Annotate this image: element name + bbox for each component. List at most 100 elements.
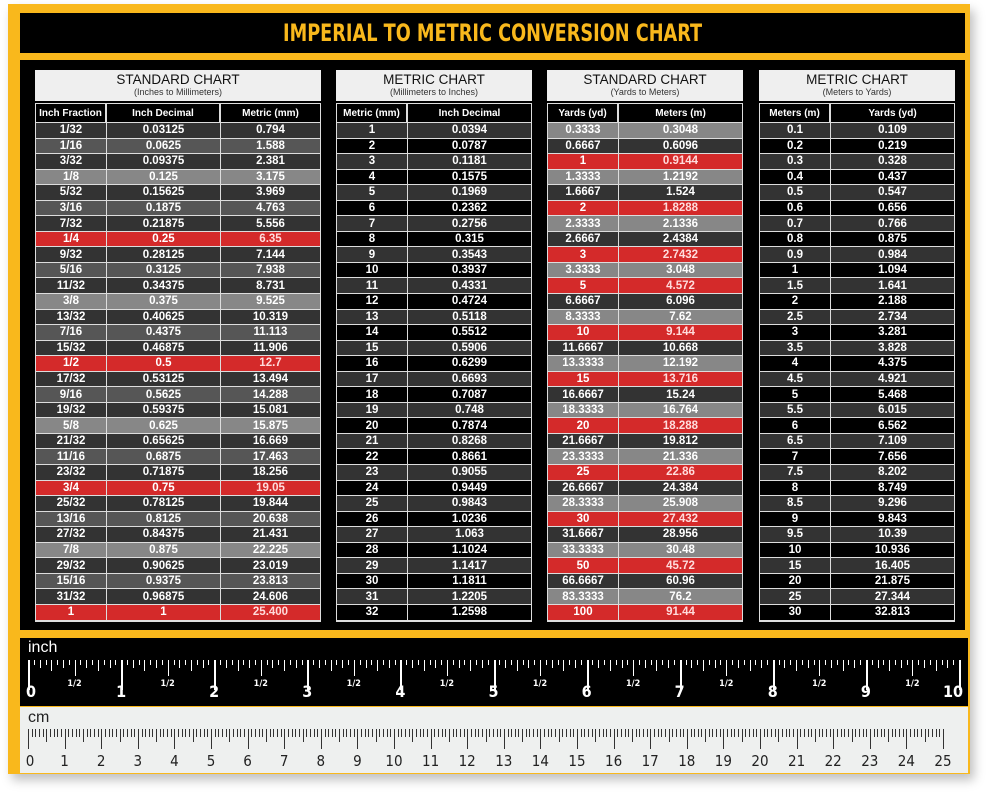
ruler-tick xyxy=(377,660,379,671)
ruler-tick xyxy=(741,729,743,742)
table-row: 27 1.063 xyxy=(337,527,531,543)
ruler-tick xyxy=(463,729,465,737)
ruler-tick xyxy=(844,729,846,737)
ruler-tick xyxy=(500,729,502,737)
table-cell: 0.5625 xyxy=(106,387,220,403)
table-cell: 21.431 xyxy=(220,527,320,543)
ruler-tick xyxy=(551,729,553,737)
ruler-tick xyxy=(492,729,494,737)
ruler-tick xyxy=(134,729,136,737)
ruler-tick xyxy=(233,729,234,737)
cm-number: 23 xyxy=(861,752,879,770)
ruler-tick xyxy=(359,660,361,665)
ruler-tick xyxy=(434,729,436,737)
ruler-tick xyxy=(481,660,483,668)
table-row: 13/16 0.8125 20.638 xyxy=(36,511,320,528)
table-row: 83.3333 76.2 xyxy=(548,589,742,605)
ruler-tick xyxy=(814,729,816,742)
ruler-tick xyxy=(470,660,472,671)
table-cell: 2 xyxy=(760,294,830,310)
table-cell: 2.381 xyxy=(220,154,320,170)
ruler-tick xyxy=(910,729,912,737)
ruler-tick xyxy=(801,660,803,665)
ruler-tick xyxy=(211,729,212,749)
table-row: 0.2 0.219 xyxy=(760,138,954,155)
table-cell: 3.281 xyxy=(830,325,954,341)
table-cell: 9.296 xyxy=(830,496,954,512)
ruler-tick xyxy=(650,729,652,749)
ruler-tick xyxy=(566,729,567,737)
ruler-tick xyxy=(368,729,370,737)
table-cell: 0.7 xyxy=(760,216,830,232)
table-cell: 0.1 xyxy=(760,123,830,139)
ruler-tick xyxy=(86,729,88,737)
table-subtitle: (Millimeters to Inches) xyxy=(389,87,479,97)
ruler-tick xyxy=(505,660,507,668)
ruler-tick xyxy=(196,660,198,665)
ruler-tick xyxy=(372,729,373,737)
table-row: 15 0.5906 xyxy=(337,340,531,357)
ruler-tick xyxy=(174,729,176,749)
ruler-tick xyxy=(156,729,158,742)
table-cell: 5/32 xyxy=(36,185,106,201)
ruler-tick xyxy=(423,660,425,671)
cm-number: 21 xyxy=(788,752,806,770)
ruler-tick xyxy=(416,729,417,737)
ruler-tick xyxy=(459,729,461,737)
table-cell: 9.144 xyxy=(618,325,742,341)
ruler-tick xyxy=(551,660,553,668)
table-row: 30 27.432 xyxy=(548,511,742,528)
table-cell: 83.3333 xyxy=(548,589,618,605)
ruler-tick xyxy=(584,729,586,737)
ruler-tick xyxy=(74,660,76,676)
ruler-tick xyxy=(918,660,920,665)
table-cell: 1/4 xyxy=(36,232,106,248)
table-cell: 7/8 xyxy=(36,543,106,559)
table-cell: 66.6667 xyxy=(548,574,618,590)
ruler-tick xyxy=(586,660,589,690)
cm-number: 12 xyxy=(458,752,476,770)
table-cell: 2.6667 xyxy=(548,232,618,248)
ruler-tick xyxy=(865,660,868,690)
table-row: 2 2.188 xyxy=(760,294,954,310)
ruler-tick xyxy=(703,660,704,671)
ruler-tick xyxy=(394,729,395,749)
ruler-tick xyxy=(569,660,571,665)
ruler-tick xyxy=(408,729,410,737)
ruler-tick xyxy=(348,660,349,665)
ruler-tick xyxy=(514,729,516,737)
ruler-tick xyxy=(540,729,542,749)
ruler-tick xyxy=(317,729,319,737)
table-row: 0.1 0.109 xyxy=(760,123,954,139)
table-row: 11 0.4331 xyxy=(337,278,531,295)
table-cell: 31/32 xyxy=(36,589,106,605)
ruler-tick xyxy=(353,729,355,737)
ruler-tick xyxy=(767,729,769,737)
ruler-tick xyxy=(458,660,460,668)
ruler-tick xyxy=(862,729,864,737)
table-row: 26.6667 24.384 xyxy=(548,480,742,497)
table-cell: 13.3333 xyxy=(548,356,618,372)
ruler-tick xyxy=(243,660,245,665)
table-row: 19 0.748 xyxy=(337,402,531,419)
ruler-tick xyxy=(156,660,157,668)
table-row: 0.5 0.547 xyxy=(760,185,954,201)
table-cell: 9 xyxy=(760,512,830,528)
table-title: STANDARD CHART xyxy=(116,72,240,87)
table-row: 13.3333 12.192 xyxy=(548,356,742,372)
ruler-tick xyxy=(262,729,264,737)
ruler-tick xyxy=(237,660,239,671)
table-cell: 3 xyxy=(760,325,830,341)
table-cell: 27 xyxy=(337,527,407,543)
table-cell: 0.84375 xyxy=(106,527,220,543)
table-cell: 25/32 xyxy=(36,496,106,512)
ruler-tick xyxy=(426,729,428,737)
ruler-tick xyxy=(606,729,608,737)
table-row: 0.6667 0.6096 xyxy=(548,138,742,155)
ruler-tick xyxy=(528,660,530,668)
ruler-tick xyxy=(258,729,260,737)
ruler-tick xyxy=(686,729,688,749)
ruler-tick xyxy=(382,660,384,665)
inch-number: 4 xyxy=(395,682,406,701)
table-row: 15/16 0.9375 23.813 xyxy=(36,573,320,590)
